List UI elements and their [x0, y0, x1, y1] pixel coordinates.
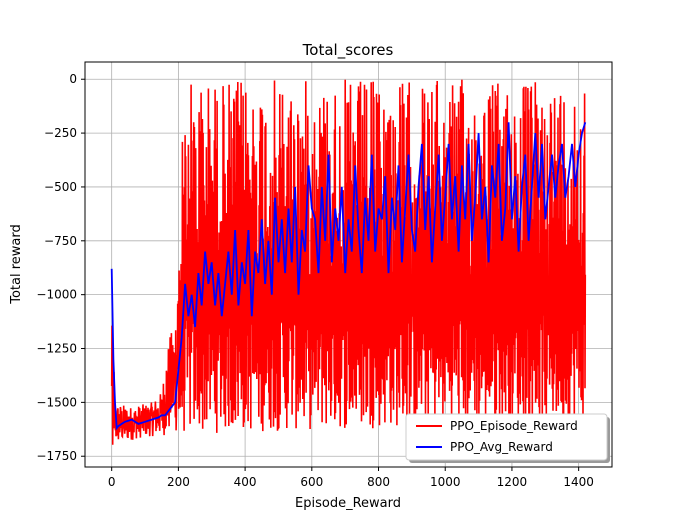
x-tick-label: 800: [367, 475, 390, 489]
y-tick-label: −250: [44, 126, 77, 140]
x-tick-label: 1200: [497, 475, 528, 489]
tick-group: 0 200 400 600 800 1000 1200 1400 0 −250 −500 −750 −1…: [36, 72, 594, 489]
y-tick-label: −1250: [36, 342, 77, 356]
chart-title: Total_scores: [302, 41, 394, 60]
x-tick-label: 1400: [563, 475, 594, 489]
y-axis-label: Total reward: [9, 224, 24, 305]
legend: PPO_Episode_Reward PPO_Avg_Reward: [405, 413, 610, 463]
plot-frame: [84, 61, 613, 468]
legend-label-avg: PPO_Avg_Reward: [450, 440, 553, 454]
x-tick-label: 1000: [430, 475, 461, 489]
y-tick-label: −1000: [36, 288, 77, 302]
x-tick-label: 600: [300, 475, 323, 489]
y-tick-label: 0: [69, 72, 77, 86]
series-line-episode-reward: [110, 79, 587, 445]
legend-box: [405, 413, 608, 461]
x-tick-label: 0: [108, 475, 116, 489]
x-tick-label: 400: [234, 475, 257, 489]
series-line-avg-reward: [110, 122, 587, 431]
series-group: [110, 79, 587, 445]
x-axis-label: Episode_Reward: [295, 496, 401, 511]
y-tick-label: −500: [44, 180, 77, 194]
x-tick-label: 200: [167, 475, 190, 489]
y-tick-label: −1500: [36, 395, 77, 409]
y-tick-label: −1750: [36, 449, 77, 463]
y-tick-label: −750: [44, 234, 77, 248]
legend-label-episode: PPO_Episode_Reward: [450, 419, 578, 433]
